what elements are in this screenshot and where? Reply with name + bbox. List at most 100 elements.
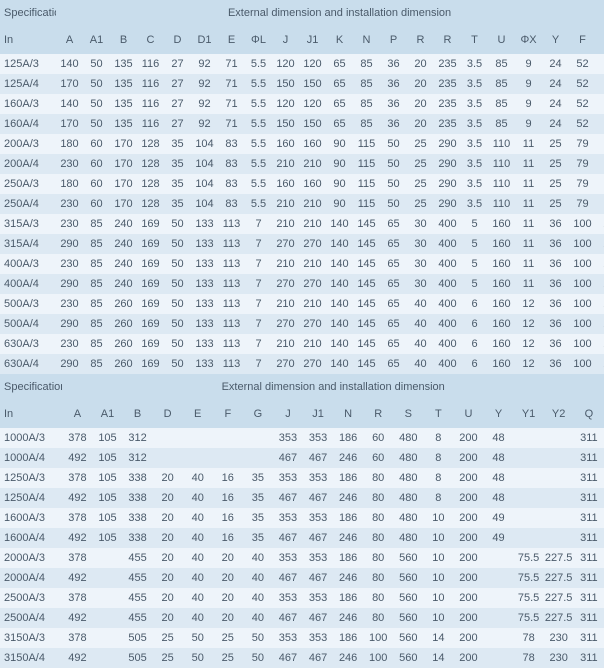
col-header: A — [56, 26, 83, 54]
table-cell — [514, 488, 544, 508]
col-header: E — [183, 400, 213, 428]
table-cell: 90 — [326, 154, 353, 174]
table-cell: 85 — [488, 54, 515, 74]
col-header: A1 — [83, 26, 110, 54]
table-cell: 71 — [218, 54, 245, 74]
table-cell: 85 — [83, 294, 110, 314]
table-cell: 246 — [333, 488, 363, 508]
table-cell: 10 — [596, 94, 604, 114]
table-cell: 200 — [453, 488, 483, 508]
table-cell: 65 — [380, 214, 407, 234]
table-cell: 133 — [191, 214, 218, 234]
table-row: 160A/3140501351162792715.512012065853620… — [0, 94, 604, 114]
table-cell: 378 — [62, 588, 92, 608]
table-cell: 40 — [183, 608, 213, 628]
table-cell: 113 — [218, 294, 245, 314]
table-cell: 186 — [333, 588, 363, 608]
table-row: 1600A/4492105338204016354674672468048010… — [0, 528, 604, 548]
table-cell: 145 — [353, 294, 380, 314]
table-row: 630A/32308526016950133113721021014014565… — [0, 334, 604, 354]
table-cell: 11 — [515, 234, 542, 254]
table-cell: 630A/4 — [0, 354, 56, 374]
table-cell: 240 — [110, 254, 137, 274]
table-cell: 455 — [123, 588, 153, 608]
table-cell: 104 — [191, 154, 218, 174]
table-cell: 113 — [218, 354, 245, 374]
table-cell: 290 — [434, 154, 461, 174]
col-header: F — [569, 26, 596, 54]
table-cell: 400 — [434, 314, 461, 334]
table-cell: 20 — [153, 468, 183, 488]
table-cell: 467 — [273, 608, 303, 628]
table-cell: 235 — [434, 114, 461, 134]
table-cell: 71 — [218, 114, 245, 134]
table-cell: 145 — [353, 354, 380, 374]
table-cell: 3.5 — [461, 194, 488, 214]
table-cell: 11 — [515, 194, 542, 214]
table-cell: 560 — [393, 648, 423, 668]
table-cell — [153, 448, 183, 468]
table-cell: 50 — [243, 628, 273, 648]
table-cell: 85 — [353, 94, 380, 114]
table-cell: 160 — [488, 294, 515, 314]
table-cell: 240 — [110, 234, 137, 254]
table-cell: 378 — [62, 428, 92, 448]
table-cell: 353 — [273, 628, 303, 648]
table-row: 1000A/449210531246746724660480820048311 — [0, 448, 604, 468]
table-cell — [483, 568, 513, 588]
table-cell: 227.5 — [544, 588, 574, 608]
table-cell — [92, 588, 122, 608]
table-cell: 116 — [137, 54, 164, 74]
table-cell: 100 — [363, 648, 393, 668]
table-cell: 75.5 — [514, 568, 544, 588]
table-cell: 50 — [380, 174, 407, 194]
table-cell: 125A/3 — [0, 54, 56, 74]
table-cell: 128 — [137, 134, 164, 154]
table-cell: 150 — [299, 74, 326, 94]
table-cell: 48 — [483, 428, 513, 448]
table-cell: 25 — [407, 194, 434, 214]
col-header: R — [434, 26, 461, 54]
table-cell: 246 — [333, 608, 363, 628]
table-cell: 480 — [393, 488, 423, 508]
table-cell: 80 — [363, 608, 393, 628]
table-cell: 140 — [326, 234, 353, 254]
table-cell: 492 — [62, 608, 92, 628]
table-cell: 27 — [164, 74, 191, 94]
table-cell: 505 — [123, 628, 153, 648]
table-cell: 1250A/3 — [0, 468, 62, 488]
table-cell: 210 — [299, 214, 326, 234]
table-cell: 65 — [380, 314, 407, 334]
col-header: D1 — [191, 26, 218, 54]
table-cell: 50 — [164, 354, 191, 374]
table-cell: 3.5 — [461, 134, 488, 154]
table-cell: 311 — [574, 528, 604, 548]
table-cell — [243, 448, 273, 468]
table-cell — [483, 608, 513, 628]
table-cell: 40 — [183, 488, 213, 508]
table-cell: 65 — [380, 274, 407, 294]
table-cell: 200 — [453, 548, 483, 568]
table-cell: 16 — [213, 528, 243, 548]
col-header: ΦL — [245, 26, 272, 54]
table-cell: 140 — [326, 274, 353, 294]
table-cell: 492 — [62, 648, 92, 668]
table-cell: 12 — [515, 314, 542, 334]
table-cell — [514, 468, 544, 488]
table-cell: 48 — [483, 488, 513, 508]
table-cell: 467 — [303, 488, 333, 508]
col-header: J — [273, 400, 303, 428]
table-cell: 83 — [218, 174, 245, 194]
table-cell: 186 — [333, 548, 363, 568]
spec-title: External dimension and installation dime… — [56, 0, 604, 26]
table-cell: 40 — [183, 568, 213, 588]
table-cell: 65 — [380, 334, 407, 354]
table-cell: 116 — [137, 114, 164, 134]
table-cell: 85 — [488, 94, 515, 114]
table-cell: 80 — [363, 548, 393, 568]
table-cell: 25 — [407, 134, 434, 154]
table-cell — [483, 648, 513, 668]
table-cell: 338 — [123, 468, 153, 488]
table-cell: 140 — [326, 214, 353, 234]
table-row: 400A/32308524016950133113721021014014565… — [0, 254, 604, 274]
